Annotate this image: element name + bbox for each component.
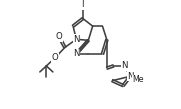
- Text: N: N: [73, 49, 80, 58]
- Text: N: N: [127, 72, 134, 81]
- Text: Me: Me: [132, 75, 144, 84]
- Text: N: N: [73, 35, 80, 44]
- Text: N: N: [121, 61, 128, 70]
- Text: O: O: [52, 53, 58, 62]
- Text: O: O: [56, 32, 62, 41]
- Text: I: I: [82, 0, 84, 9]
